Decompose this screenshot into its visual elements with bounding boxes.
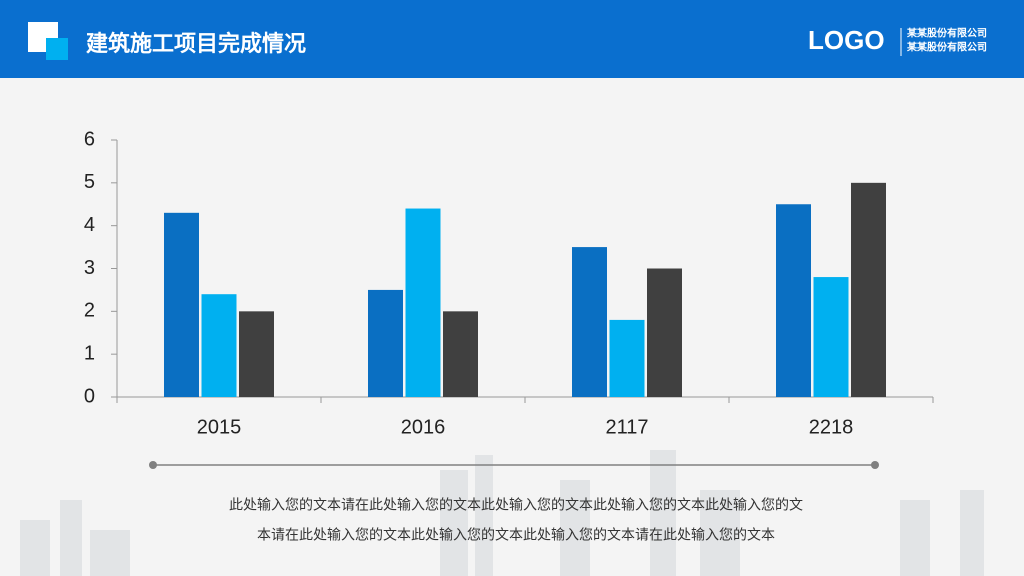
bar	[572, 247, 607, 397]
x-tick-label: 2117	[605, 416, 648, 438]
bar	[776, 204, 811, 397]
y-tick-label: 6	[84, 128, 95, 150]
y-tick-label: 4	[84, 214, 95, 236]
bar	[368, 289, 403, 397]
x-tick-label: 2218	[809, 416, 854, 438]
bar	[443, 311, 478, 397]
y-tick-label: 2	[84, 300, 95, 322]
slide-title: 建筑施工项目完成情况	[86, 31, 306, 56]
bar	[405, 208, 441, 397]
x-tick-label: 2016	[401, 416, 446, 438]
skyline	[20, 450, 984, 576]
header-bar	[0, 0, 1024, 78]
bar	[201, 294, 237, 397]
bar	[647, 268, 682, 397]
bar	[851, 182, 886, 397]
bar	[813, 277, 849, 397]
bar	[239, 311, 274, 397]
bar	[609, 319, 645, 397]
divider-dot	[149, 461, 157, 469]
y-tick-label: 5	[84, 171, 95, 193]
y-tick-label: 1	[84, 342, 95, 364]
body-text: 此处输入您的文本请在此处输入您的文本此处输入您的文本此处输入您的文本此处输入您的…	[229, 497, 803, 513]
company-name: 某某股份有限公司	[907, 41, 987, 54]
x-tick-label: 2015	[197, 416, 242, 438]
body-text: 本请在此处输入您的文本此处输入您的文本此处输入您的文本请在此处输入您的文本	[257, 527, 775, 543]
logo-text: LOGO	[808, 25, 885, 55]
y-tick-label: 0	[84, 385, 95, 407]
logo-square	[46, 38, 68, 60]
company-name: 某某股份有限公司	[907, 27, 987, 40]
bar	[164, 212, 199, 397]
divider-dot	[871, 461, 879, 469]
y-tick-label: 3	[84, 257, 95, 279]
